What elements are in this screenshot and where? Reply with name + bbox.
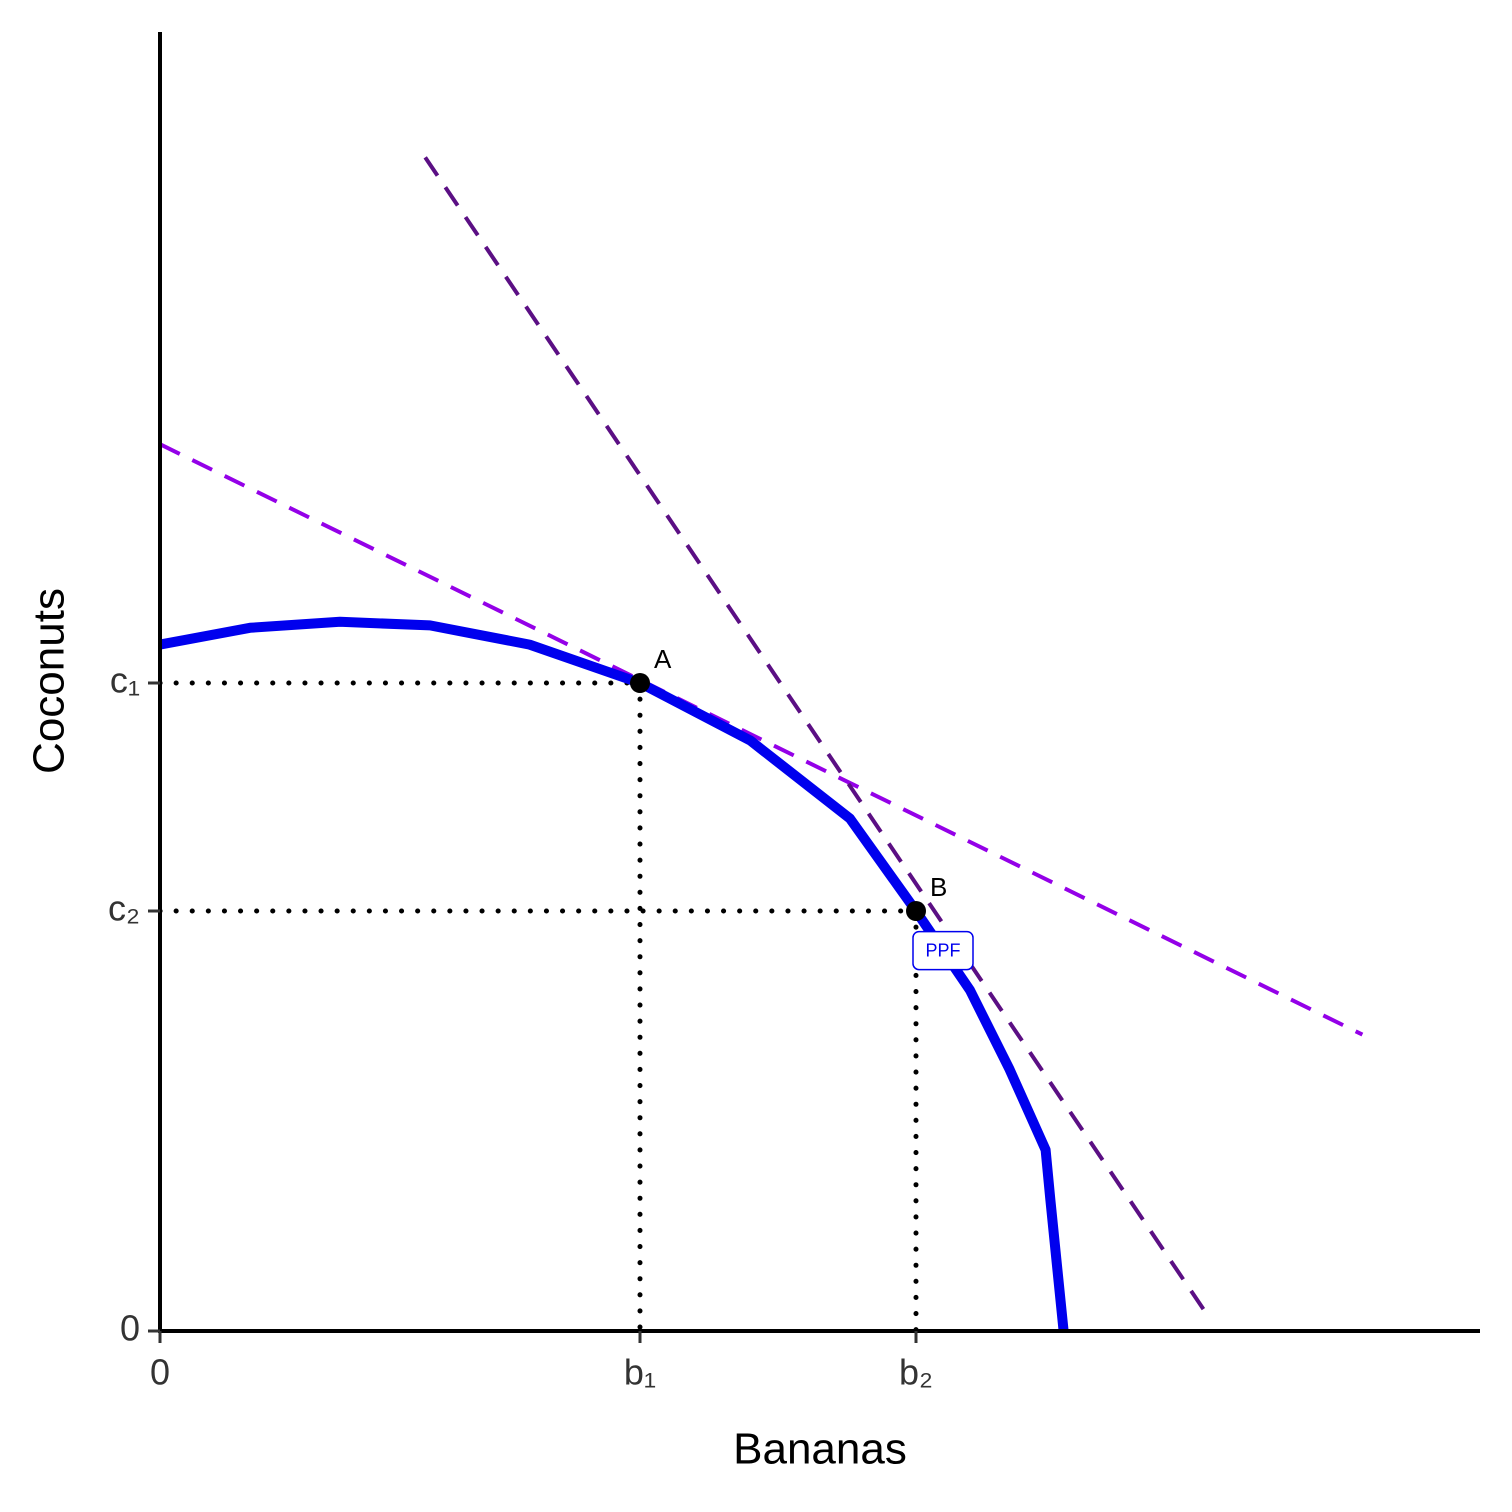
x-tick-label: 0 — [150, 1352, 170, 1393]
x-axis-title: Bananas — [733, 1425, 907, 1474]
ppf-curve — [159, 616, 1069, 1332]
y-tick-label: c₂ — [108, 888, 140, 929]
price-line — [423, 156, 1207, 1313]
x-tick-label: b₂ — [899, 1352, 933, 1393]
point-label: A — [654, 644, 672, 674]
y-tick-label: 0 — [120, 1308, 140, 1349]
point — [630, 673, 650, 693]
point-label: B — [930, 872, 947, 902]
price-line — [159, 442, 1364, 1037]
series-label-box — [912, 930, 974, 971]
y-axis-title: Coconuts — [25, 588, 74, 774]
point — [906, 901, 926, 921]
y-tick-label: c₁ — [110, 660, 140, 701]
series-label: PPF — [925, 940, 960, 960]
x-tick-label: b₁ — [624, 1352, 656, 1393]
